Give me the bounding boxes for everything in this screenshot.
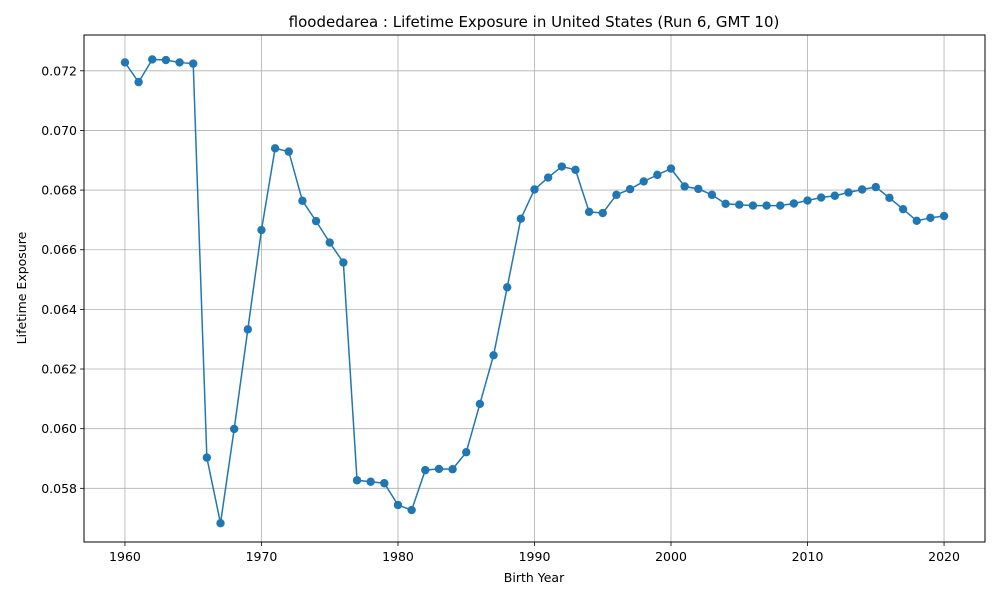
y-axis-label: Lifetime Exposure bbox=[14, 231, 29, 344]
data-point bbox=[653, 170, 662, 180]
data-point bbox=[666, 164, 676, 173]
y-axis: 0.058 0.060 0.062 0.064 0.066 0.068 0.070 0.072 bbox=[41, 63, 84, 496]
y-tick-label: 0.070 bbox=[41, 123, 77, 138]
y-tick-label: 0.064 bbox=[41, 302, 77, 317]
data-point bbox=[694, 184, 703, 194]
data-point bbox=[844, 188, 853, 197]
data-point bbox=[434, 464, 444, 474]
data-point bbox=[748, 201, 758, 210]
data-point bbox=[789, 199, 799, 208]
data-point bbox=[871, 182, 880, 192]
data-point bbox=[639, 177, 648, 186]
data-point bbox=[161, 55, 171, 65]
data-point bbox=[298, 196, 307, 206]
grid bbox=[84, 35, 985, 542]
data-point bbox=[284, 147, 293, 156]
data-point bbox=[462, 448, 471, 457]
data-point bbox=[311, 216, 321, 226]
data-point bbox=[803, 196, 812, 205]
data-point bbox=[543, 173, 553, 182]
data-point bbox=[680, 182, 689, 191]
data-point bbox=[243, 325, 253, 334]
data-point bbox=[148, 55, 157, 64]
data-point bbox=[202, 453, 212, 462]
data-point bbox=[339, 258, 348, 267]
data-point bbox=[584, 207, 594, 217]
series-exposure bbox=[120, 55, 949, 528]
data-point bbox=[120, 58, 130, 67]
data-point bbox=[503, 283, 512, 292]
data-point bbox=[939, 211, 949, 221]
x-tick-label: 1960 bbox=[109, 549, 141, 564]
x-axis: 1960 1970 1980 1990 2000 2010 2020 bbox=[109, 542, 960, 564]
y-tick-label: 0.058 bbox=[41, 481, 77, 496]
data-point bbox=[134, 77, 143, 87]
data-point bbox=[898, 204, 908, 214]
data-point bbox=[721, 199, 730, 208]
data-point bbox=[735, 200, 744, 209]
data-point bbox=[516, 214, 526, 223]
x-tick-label: 1970 bbox=[246, 549, 278, 564]
data-point bbox=[352, 476, 362, 485]
data-point bbox=[857, 185, 867, 194]
data-point bbox=[366, 477, 375, 486]
data-point bbox=[380, 479, 389, 488]
y-tick-label: 0.068 bbox=[41, 183, 77, 198]
data-point bbox=[530, 185, 539, 194]
data-point bbox=[216, 519, 225, 528]
data-point bbox=[325, 238, 334, 247]
chart-title: floodedarea : Lifetime Exposure in Unite… bbox=[289, 13, 780, 31]
data-point bbox=[571, 165, 580, 174]
y-tick-label: 0.062 bbox=[41, 362, 77, 377]
data-point bbox=[816, 193, 826, 202]
data-point bbox=[475, 399, 485, 409]
x-tick-label: 2010 bbox=[792, 549, 824, 564]
data-point bbox=[926, 213, 935, 223]
data-point bbox=[448, 465, 457, 474]
data-point bbox=[229, 424, 239, 434]
data-point bbox=[557, 162, 566, 171]
x-tick-label: 2020 bbox=[928, 549, 960, 564]
y-tick-label: 0.066 bbox=[41, 242, 77, 257]
data-point bbox=[707, 190, 717, 200]
data-point bbox=[912, 216, 921, 225]
y-tick-label: 0.060 bbox=[41, 421, 77, 436]
data-point bbox=[776, 201, 785, 210]
data-point bbox=[598, 208, 607, 218]
data-point bbox=[189, 59, 198, 68]
x-tick-label: 2000 bbox=[655, 549, 687, 564]
data-point bbox=[489, 351, 498, 360]
x-tick-label: 1990 bbox=[519, 549, 551, 564]
data-point bbox=[885, 193, 894, 203]
data-point bbox=[407, 505, 416, 515]
y-tick-label: 0.072 bbox=[41, 63, 77, 78]
data-point bbox=[830, 191, 840, 200]
x-axis-label: Birth Year bbox=[504, 570, 565, 585]
data-point bbox=[257, 225, 266, 235]
data-point bbox=[625, 184, 635, 194]
x-tick-label: 1980 bbox=[382, 549, 414, 564]
data-point bbox=[612, 190, 621, 200]
data-point bbox=[762, 201, 771, 210]
data-point bbox=[421, 465, 430, 475]
data-point bbox=[175, 58, 184, 67]
data-point bbox=[270, 144, 280, 153]
data-point bbox=[393, 500, 403, 510]
